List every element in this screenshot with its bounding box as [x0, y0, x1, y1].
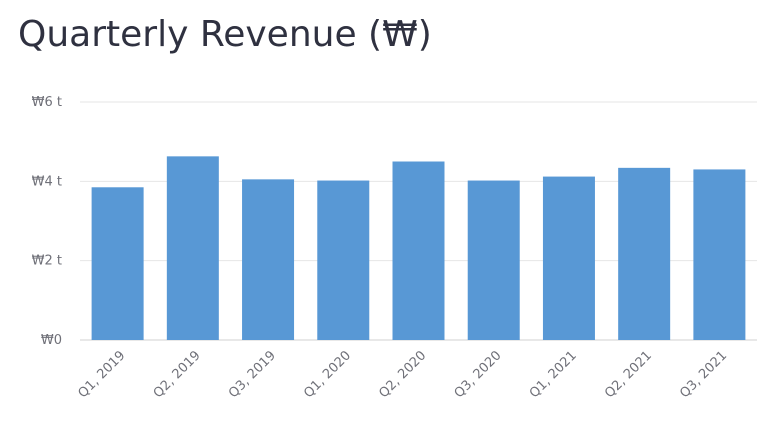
bar: [542, 176, 595, 340]
x-tick-label: Q2, 2021: [602, 348, 655, 401]
x-tick-label: Q2, 2019: [151, 348, 204, 401]
bar: [618, 167, 671, 340]
bar: [166, 156, 219, 340]
x-tick-label: Q3, 2020: [452, 348, 505, 401]
bar: [392, 161, 445, 340]
x-tick-label: Q1, 2019: [76, 348, 129, 401]
bar: [91, 187, 144, 340]
bar: [467, 180, 520, 340]
x-tick-label: Q2, 2020: [376, 348, 429, 401]
bar: [242, 179, 295, 340]
x-tick-label: Q3, 2019: [226, 348, 279, 401]
x-tick-label: Q1, 2020: [301, 348, 354, 401]
y-tick-label: ₩0: [41, 333, 62, 348]
bar: [693, 169, 746, 340]
y-tick-label: ₩4 t: [32, 174, 62, 189]
bar: [317, 180, 370, 340]
x-tick-label: Q3, 2021: [677, 348, 730, 401]
chart-title: Quarterly Revenue (₩): [18, 14, 432, 55]
y-tick-label: ₩2 t: [32, 254, 62, 269]
x-tick-label: Q1, 2021: [527, 348, 580, 401]
y-tick-label: ₩6 t: [32, 95, 62, 110]
